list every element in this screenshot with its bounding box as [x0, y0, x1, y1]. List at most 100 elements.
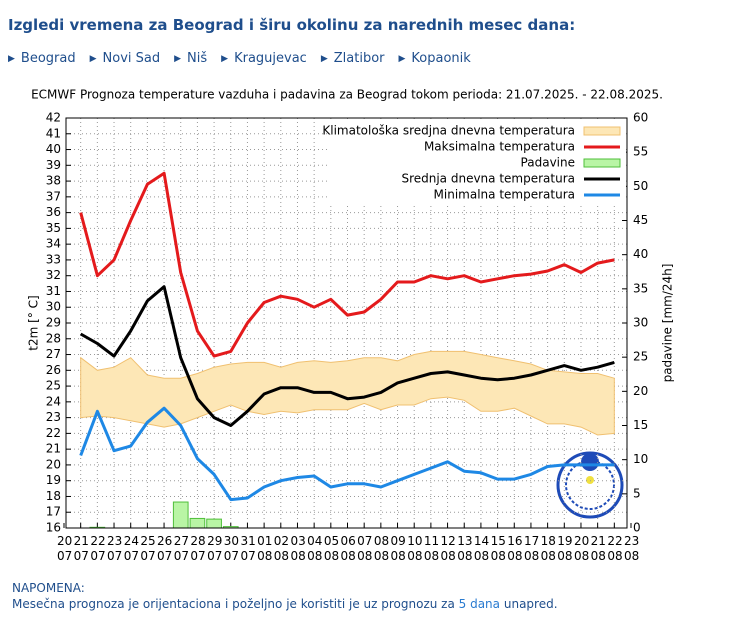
bar	[206, 518, 222, 529]
legend-box	[330, 122, 626, 204]
legend-label: Minimalna temperatura	[434, 188, 575, 202]
x-tick-label: 17 08	[523, 534, 540, 563]
y-tick-label: 38	[46, 174, 61, 188]
y2-tick-label: 25	[633, 350, 648, 364]
legend-label: Klimatološka sredjna dnevna temperatura	[322, 124, 575, 138]
y2-tick-label: 30	[633, 316, 648, 330]
y2-tick-label: 60	[633, 111, 648, 125]
y-tick-label: 42	[46, 111, 61, 125]
city-link[interactable]: Zlatibor	[321, 51, 385, 66]
x-tick-label: 06 08	[340, 534, 356, 563]
legend-swatch	[583, 126, 621, 136]
city-link[interactable]: Novi Sad	[90, 51, 161, 66]
y-tick-label: 33	[46, 252, 61, 266]
note-text: Mesečna prognoza je orijentaciona i pože…	[12, 597, 558, 611]
y-tick-label: 20	[46, 457, 61, 471]
x-tick-label: 08 08	[373, 534, 390, 563]
y2-tick-label: 55	[633, 145, 648, 159]
y2-tick-label: 35	[633, 281, 648, 295]
x-tick-label: 29 07	[207, 534, 223, 563]
y-tick-label: 16	[46, 521, 61, 535]
x-tick-label: 18 08	[540, 534, 556, 563]
city-link[interactable]: Kopaonik	[399, 51, 470, 66]
x-tick-label: 22 07	[90, 534, 106, 563]
x-tick-label: 27 07	[173, 534, 190, 563]
x-tick-label: 01 08	[257, 534, 273, 563]
logo	[556, 451, 624, 519]
note-link[interactable]: 5 dana	[458, 597, 501, 611]
x-tick-label: 19 08	[557, 534, 573, 563]
y-tick-label: 24	[46, 394, 61, 408]
y-tick-label: 29	[46, 316, 61, 330]
y-tick-label: 26	[46, 363, 61, 377]
y-tick-label: 30	[46, 300, 61, 314]
y-tick-label: 39	[46, 158, 61, 172]
y-axis-label: t2m [° C]	[27, 295, 41, 350]
line	[79, 285, 615, 427]
y-tick-label: 28	[46, 331, 61, 345]
x-tick-label: 28 07	[190, 534, 206, 563]
x-tick-label: 12 08	[440, 534, 456, 563]
x-tick-label: 20 08	[573, 534, 590, 563]
y2-axis-label: padavine [mm/24h]	[661, 264, 675, 383]
y2-tick-label: 10	[633, 452, 648, 466]
y-tick-label: 37	[46, 189, 61, 203]
page-title: Izgledi vremena za Beograd i širu okolin…	[8, 16, 576, 34]
note-heading: NAPOMENA:	[12, 581, 85, 595]
x-tick-label: 15 08	[490, 534, 506, 563]
bar	[189, 517, 206, 529]
y2-tick-label: 0	[633, 521, 641, 535]
x-tick-label: 09 08	[390, 534, 406, 563]
y-tick-label: 32	[46, 268, 61, 282]
y-tick-label: 19	[46, 473, 61, 487]
x-tick-label: 21 08	[590, 534, 606, 563]
city-link[interactable]: Beograd	[8, 51, 76, 66]
y-tick-label: 41	[46, 126, 61, 140]
y-tick-label: 36	[46, 205, 61, 219]
y-tick-label: 40	[46, 142, 61, 156]
x-tick-label: 24 07	[123, 534, 139, 563]
city-link[interactable]: Niš	[174, 51, 207, 66]
y2-tick-label: 50	[633, 179, 648, 193]
line	[79, 171, 615, 358]
x-tick-label: 16 08	[507, 534, 523, 563]
y-tick-label: 34	[46, 237, 61, 251]
bar	[172, 501, 189, 529]
x-tick-label: 22 08	[607, 534, 623, 563]
x-tick-label: 10 08	[407, 534, 423, 563]
y2-tick-label: 20	[633, 384, 648, 398]
x-tick-label: 02 08	[273, 534, 290, 563]
city-link[interactable]: Kragujevac	[221, 51, 307, 66]
y-tick-label: 35	[46, 221, 61, 235]
x-tick-label: 03 08	[290, 534, 306, 563]
chart-title: ECMWF Prognoza temperature vazduha i pad…	[31, 88, 663, 102]
y2-tick-label: 5	[633, 486, 641, 500]
y-tick-label: 21	[46, 442, 61, 456]
x-tick-label: 26 07	[157, 534, 173, 563]
y2-tick-label: 40	[633, 247, 648, 261]
y-tick-label: 25	[46, 379, 61, 393]
y-tick-label: 18	[46, 489, 61, 503]
note-text-start: Mesečna prognoza je orijentaciona i pože…	[12, 597, 455, 611]
y2-tick-label: 45	[633, 213, 648, 227]
line	[79, 406, 615, 502]
x-tick-label: 23 07	[107, 534, 123, 563]
y-tick-label: 23	[46, 410, 61, 424]
x-tick-label: 30 07	[223, 534, 240, 563]
plot-frame	[65, 117, 628, 529]
legend-label: Maksimalna temperatura	[424, 140, 575, 154]
x-tick-label: 31 07	[240, 534, 256, 563]
city-links: Beograd Novi Sad Niš Kragujevac Zlatibor Kopa…	[8, 51, 485, 66]
x-tick-label: 07 08	[357, 534, 373, 563]
y-tick-label: 27	[46, 347, 61, 361]
x-tick-label: 25 07	[140, 534, 156, 563]
x-tick-label: 04 08	[307, 534, 323, 563]
x-tick-label: 11 08	[423, 534, 440, 563]
y-tick-label: 17	[46, 505, 61, 519]
y2-tick-label: 15	[633, 418, 648, 432]
x-tick-label: 13 08	[457, 534, 473, 563]
legend-label: Padavine	[521, 156, 575, 170]
x-tick-label: 05 08	[323, 534, 340, 563]
